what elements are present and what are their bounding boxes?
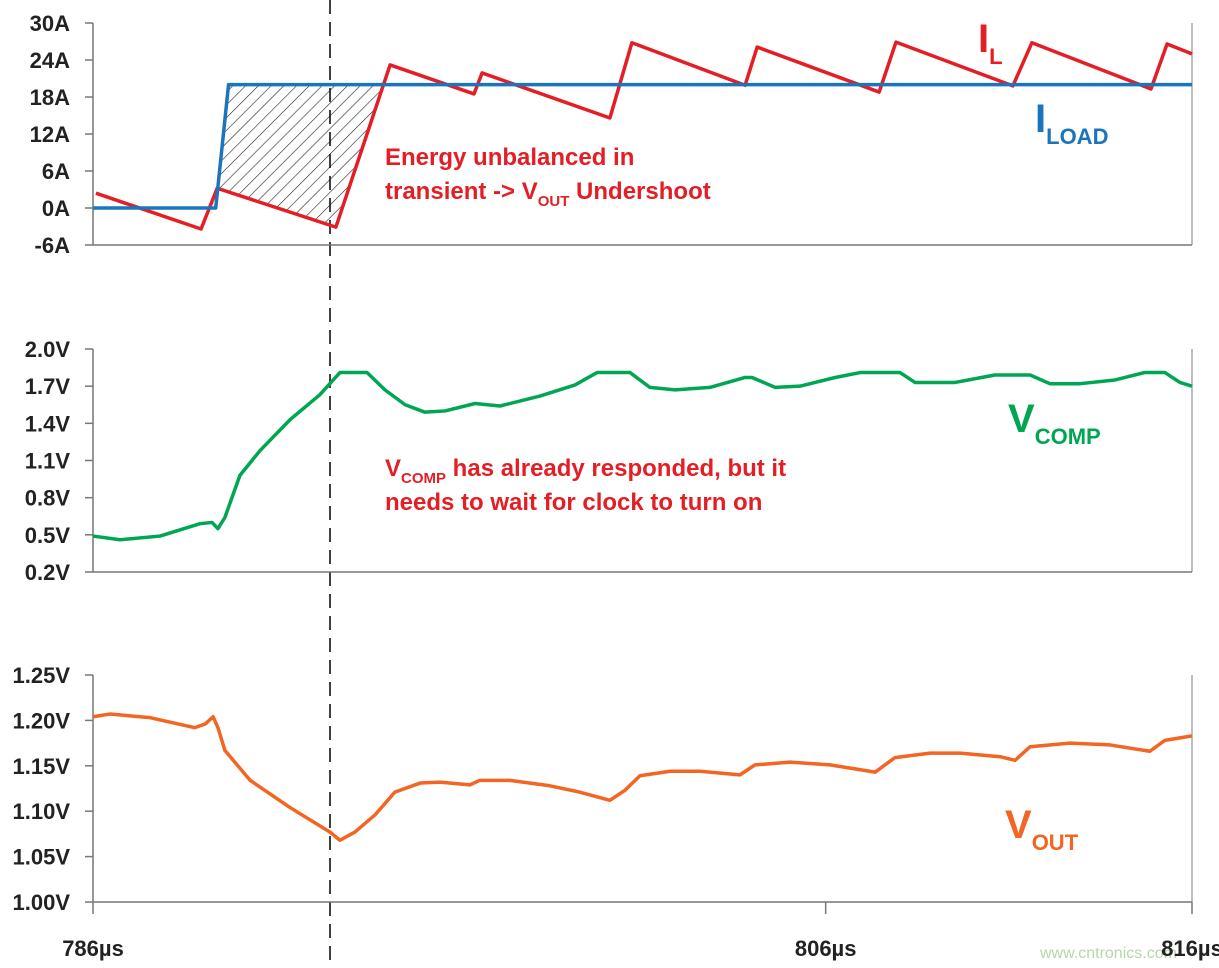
y-tick-label: 2.0V [25, 337, 71, 362]
x-tick-label: 806µs [795, 936, 857, 961]
y-tick-label: 1.7V [25, 374, 71, 399]
annotation: VCOMP has already responded, but it [385, 455, 786, 487]
series-label: VCOMP [1008, 397, 1101, 449]
text-part: I [1035, 97, 1046, 141]
subscript: COMP [1035, 424, 1101, 449]
y-tick-label: 6A [42, 159, 70, 184]
text-part: V [385, 455, 401, 482]
y-tick-label: 0.8V [25, 486, 71, 511]
y-tick-label: 24A [30, 48, 70, 73]
subscript: OUT [1032, 830, 1079, 855]
text-part: V [1008, 397, 1035, 441]
x-tick-label: 786µs [62, 936, 124, 961]
y-tick-label: 0.5V [25, 523, 71, 548]
y-tick-label: 1.15V [13, 754, 71, 779]
text-part: Energy unbalanced in [385, 144, 634, 171]
text-part: I [978, 17, 989, 61]
series-line [93, 82, 1192, 210]
y-tick-label: 1.05V [13, 845, 71, 870]
y-tick-label: 1.20V [13, 708, 71, 733]
text-part: has already responded, but it [446, 455, 786, 482]
y-tick-label: 12A [30, 122, 70, 147]
series-label: ILOAD [1035, 97, 1108, 149]
text-part: Undershoot [569, 178, 710, 205]
y-tick-label: 18A [30, 85, 70, 110]
subscript: OUT [538, 193, 570, 210]
series-line [92, 712, 1193, 843]
series-line [92, 370, 1193, 542]
watermark: www.cntronics.com [1039, 945, 1177, 962]
y-tick-label: 1.10V [13, 799, 71, 824]
subscript: LOAD [1046, 124, 1108, 149]
subscript: L [989, 44, 1002, 69]
annotation: needs to wait for clock to turn on [385, 489, 762, 516]
y-tick-label: 1.4V [25, 411, 71, 436]
y-tick-label: 1.00V [13, 890, 71, 915]
annotation: Energy unbalanced in [385, 144, 634, 171]
text-part: needs to wait for clock to turn on [385, 489, 762, 516]
y-tick-label: 30A [30, 11, 70, 36]
series-label: VOUT [1005, 803, 1079, 855]
y-tick-label: 1.25V [13, 663, 71, 688]
series-line [95, 40, 1193, 231]
energy-hatch [217, 86, 384, 227]
y-tick-label: 1.1V [25, 449, 71, 474]
x-tick-label: 816µs [1161, 936, 1219, 961]
annotation: transient -> VOUT Undershoot [385, 178, 711, 210]
text-part: transient -> V [385, 178, 538, 205]
y-tick-label: 0A [42, 196, 70, 221]
text-part: V [1005, 803, 1032, 847]
subscript: COMP [401, 470, 446, 487]
y-tick-label: 0.2V [25, 560, 71, 585]
y-tick-label: -6A [35, 233, 71, 258]
series-label: IL [978, 17, 1003, 69]
